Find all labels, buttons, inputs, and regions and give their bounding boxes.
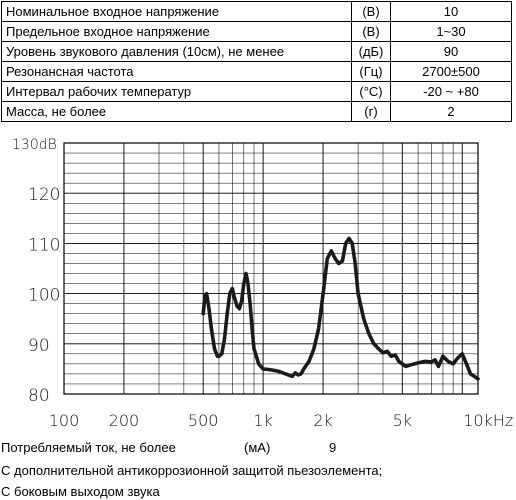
current-unit: (мА)	[244, 440, 271, 455]
spec-name: Уровень звукового давления (10см), не ме…	[1, 41, 352, 62]
spec-name: Резонансная частота	[1, 61, 352, 82]
spec-unit: (B)	[351, 1, 391, 22]
y-axis-labels: 80 90 100 110 120 130dB	[12, 137, 60, 406]
x-tick-label: 2k	[313, 411, 332, 430]
y-tick-label: 110	[28, 235, 60, 255]
spec-name: Предельное входное напряжение	[1, 21, 352, 42]
x-tick-label: 200	[109, 411, 140, 430]
y-tick-label: 130dB	[12, 137, 57, 153]
spec-name: Интервал рабочих температур	[1, 81, 352, 102]
spec-row: Номинальное входное напряжение (B) 10	[1, 1, 512, 22]
x-tick-label: 500	[188, 411, 219, 430]
spec-unit: (дБ)	[351, 41, 391, 62]
y-tick-label: 100	[28, 286, 60, 306]
frequency-response-chart: 80 90 100 110 120 130dB 100 200 500 1k 2k 5k 10kHz	[12, 137, 514, 430]
spec-name: Номинальное входное напряжение	[1, 1, 352, 22]
specs-table-body: Номинальное входное напряжение (B) 10 Преде…	[1, 1, 512, 122]
spec-row: Масса, не более (г) 2	[1, 101, 512, 122]
y-tick-label: 80	[28, 386, 50, 406]
x-tick-label: 1k	[253, 411, 272, 430]
spec-unit: (г)	[351, 101, 391, 122]
x-tick-label: 10kHz	[463, 411, 513, 430]
spec-value: 1~30	[390, 21, 512, 42]
chart-frame	[63, 142, 479, 395]
spec-value: -20 ~ +80	[390, 81, 512, 102]
spec-value: 10	[390, 1, 512, 22]
spec-value: 2700±500	[390, 61, 512, 82]
x-tick-label: 5k	[393, 411, 412, 430]
spec-row: Предельное входное напряжение (B) 1~30	[1, 21, 512, 42]
chart-grid	[63, 142, 478, 395]
spec-row: Резонансная частота (Гц) 2700±500	[1, 61, 512, 82]
y-tick-label: 120	[28, 185, 60, 205]
current-value: 9	[329, 440, 337, 455]
y-tick-label: 90	[28, 336, 50, 356]
spec-row: Уровень звукового давления (10см), не ме…	[1, 41, 512, 62]
x-axis-labels: 100 200 500 1k 2k 5k 10kHz	[49, 411, 514, 430]
spec-unit: (°C)	[351, 81, 391, 102]
note-side-output: С боковым выходом звука	[1, 484, 160, 499]
current-label: Потребляемый ток, не более	[1, 440, 176, 455]
note-anticorrosion: С дополнительной антикоррозионной защито…	[1, 463, 383, 478]
spec-row: Интервал рабочих температур (°C) -20 ~ +80	[1, 81, 512, 102]
spec-unit: (B)	[351, 21, 391, 42]
spec-name: Масса, не более	[1, 101, 352, 122]
x-tick-label: 100	[49, 411, 80, 430]
spl-response-curve	[201, 236, 480, 381]
spec-value: 2	[390, 101, 512, 122]
spec-unit: (Гц)	[351, 61, 391, 82]
specs-table: Номинальное входное напряжение (B) 10 Преде…	[1, 1, 512, 122]
spec-value: 90	[390, 41, 512, 62]
